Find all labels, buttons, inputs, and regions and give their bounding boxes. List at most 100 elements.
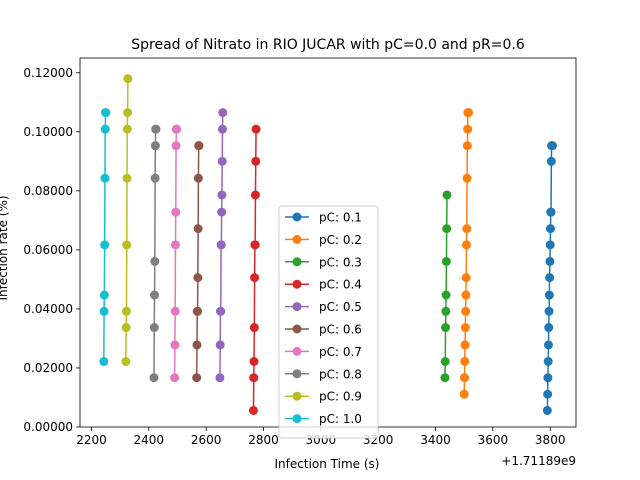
legend-label: pC: 0.9 xyxy=(319,390,362,404)
data-point xyxy=(217,156,227,166)
legend-marker xyxy=(292,279,302,289)
legend-entry: pC: 0.9 xyxy=(285,390,362,404)
legend-entry: pC: 0.8 xyxy=(285,367,362,381)
y-tick-label: 0.08000 xyxy=(23,184,73,198)
series-4 xyxy=(215,108,228,383)
y-tick-label: 0.06000 xyxy=(23,243,73,257)
data-point xyxy=(463,108,473,118)
legend-label: pC: 0.7 xyxy=(319,345,362,359)
data-point xyxy=(250,273,260,283)
legend-marker xyxy=(292,414,302,424)
data-point xyxy=(99,356,109,366)
x-tick-label: 2200 xyxy=(76,433,107,447)
legend-marker xyxy=(292,212,302,222)
legend-entry: pC: 0.1 xyxy=(285,211,362,225)
y-tick-label: 0.10000 xyxy=(23,125,73,139)
data-point xyxy=(215,340,225,350)
data-point xyxy=(99,306,109,316)
data-point xyxy=(441,323,451,333)
x-tick-label: 2400 xyxy=(134,433,165,447)
data-point xyxy=(217,124,227,134)
data-point xyxy=(459,373,469,383)
data-point xyxy=(149,323,159,333)
legend-marker xyxy=(292,391,302,401)
data-point xyxy=(440,373,450,383)
data-point xyxy=(250,240,260,250)
data-point xyxy=(216,306,226,316)
data-point xyxy=(462,224,472,234)
data-point xyxy=(217,190,227,200)
data-point xyxy=(217,207,227,217)
data-point xyxy=(194,141,204,151)
legend-label: pC: 0.8 xyxy=(319,367,362,381)
data-point xyxy=(121,356,131,366)
data-point xyxy=(462,141,472,151)
data-point xyxy=(543,340,553,350)
data-point xyxy=(440,356,450,366)
series-9 xyxy=(99,108,111,366)
y-axis: 0.00000 0.02000 0.04000 0.06000 0.08000 0.100… xyxy=(23,66,80,434)
data-point xyxy=(249,356,259,366)
series-line xyxy=(444,194,448,378)
legend-marker xyxy=(292,346,302,356)
data-point xyxy=(250,190,260,200)
x-axis-label: Infection Time (s) xyxy=(275,457,380,471)
x-axis: 2200 2400 2600 2800 3000 3200 3400 3600 3800 xyxy=(76,427,565,447)
legend-marker xyxy=(292,257,302,267)
y-axis-label: Infection rate (%) xyxy=(0,195,10,300)
series-3 xyxy=(248,124,261,415)
x-tick-label: 2800 xyxy=(248,433,279,447)
data-point xyxy=(193,273,203,283)
data-point xyxy=(150,141,160,151)
data-point xyxy=(546,156,556,166)
chart-title: Spread of Nitrato in RIO JUCAR with pC=0… xyxy=(131,37,525,53)
series-5 xyxy=(192,141,204,383)
data-point xyxy=(462,173,472,183)
data-point xyxy=(251,124,261,134)
data-point xyxy=(149,373,159,383)
data-point xyxy=(461,273,471,283)
data-point xyxy=(170,306,180,316)
data-point xyxy=(123,108,133,118)
legend-marker xyxy=(292,369,302,379)
data-point xyxy=(100,240,110,250)
data-point xyxy=(460,356,470,366)
legend-entry: pC: 0.3 xyxy=(285,255,362,269)
data-point xyxy=(251,156,261,166)
data-point xyxy=(122,173,132,183)
y-tick-label: 0.02000 xyxy=(23,361,73,375)
legend-label: pC: 0.1 xyxy=(319,211,362,225)
data-point xyxy=(248,405,258,415)
legend-label: pC: 1.0 xyxy=(319,412,362,426)
data-point xyxy=(546,207,556,217)
data-point xyxy=(121,323,131,333)
data-point xyxy=(100,173,110,183)
data-point xyxy=(216,240,226,250)
y-tick-label: 0.04000 xyxy=(23,302,73,316)
legend-entry: pC: 0.4 xyxy=(285,278,362,292)
data-point xyxy=(151,124,161,134)
data-point xyxy=(193,306,203,316)
series-line xyxy=(252,129,257,411)
legend-marker xyxy=(292,324,302,334)
data-point xyxy=(249,323,259,333)
legend-entry: pC: 0.6 xyxy=(285,323,362,337)
data-point xyxy=(122,240,132,250)
legend-label: pC: 0.3 xyxy=(319,255,362,269)
series-7 xyxy=(149,124,161,383)
data-point xyxy=(442,190,452,200)
data-point xyxy=(249,373,259,383)
data-point xyxy=(542,405,552,415)
data-point xyxy=(545,273,555,283)
series-0 xyxy=(542,141,557,415)
data-point xyxy=(441,290,451,300)
legend-entry: pC: 0.2 xyxy=(285,233,362,247)
legend-marker xyxy=(292,302,302,312)
data-point xyxy=(544,290,554,300)
data-point xyxy=(543,389,553,399)
data-point xyxy=(193,224,203,234)
data-point xyxy=(543,356,553,366)
x-tick-label: 3600 xyxy=(478,433,509,447)
data-point xyxy=(170,340,180,350)
